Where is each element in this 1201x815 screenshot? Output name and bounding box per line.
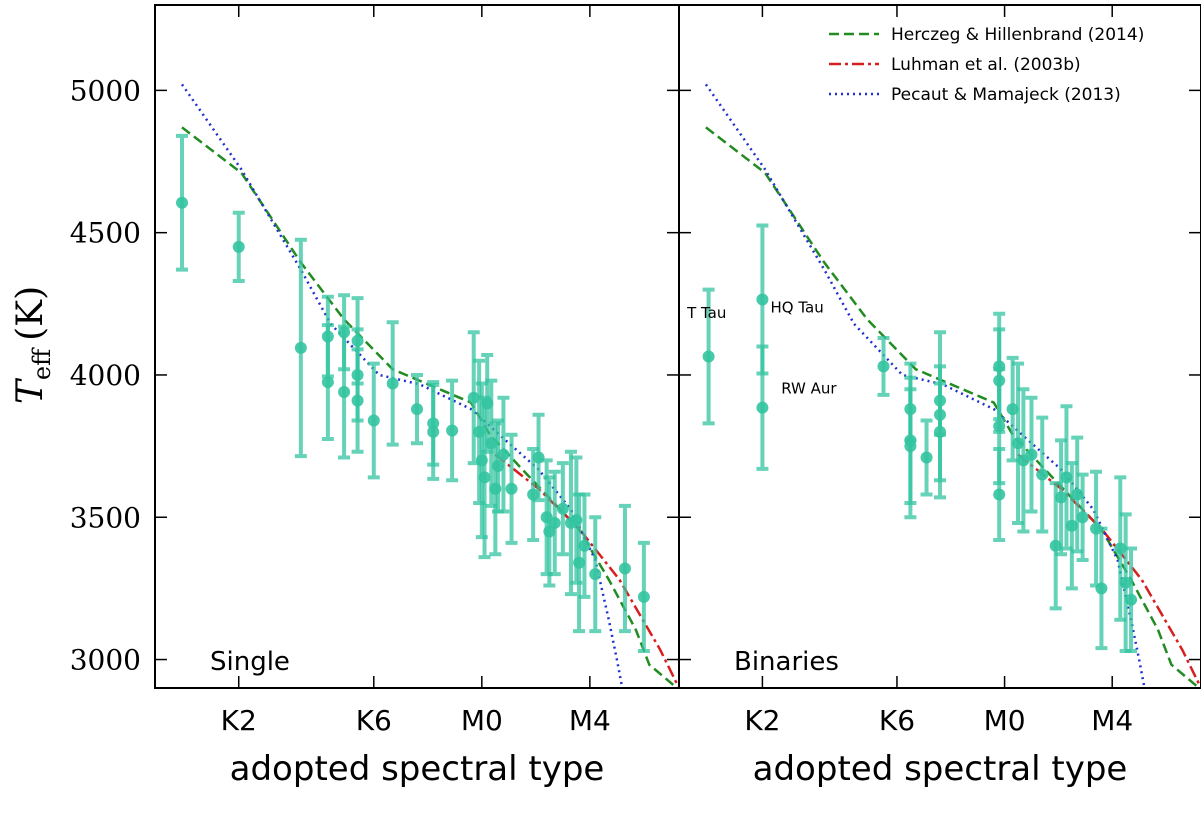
point-annotation: RW Aur bbox=[781, 379, 837, 397]
data-point bbox=[756, 293, 769, 306]
plot-area bbox=[176, 83, 679, 688]
x-tick-label: K6 bbox=[356, 704, 392, 737]
reference-curve bbox=[704, 83, 1146, 688]
data-point bbox=[1060, 471, 1073, 484]
data-point bbox=[618, 562, 631, 575]
data-point bbox=[1025, 448, 1038, 461]
legend-label: Pecaut & Mamajeck (2013) bbox=[891, 85, 1121, 105]
data-point bbox=[920, 451, 933, 464]
y-tick-label: 4500 bbox=[70, 217, 141, 250]
data-point bbox=[1114, 542, 1127, 555]
data-point bbox=[1012, 437, 1025, 450]
reference-curve bbox=[181, 126, 679, 688]
data-point bbox=[993, 420, 1006, 433]
data-point bbox=[351, 394, 364, 407]
x-tick-label: K6 bbox=[879, 704, 915, 737]
data-point bbox=[1006, 403, 1019, 416]
x-axis-label: adopted spectral type bbox=[753, 749, 1128, 789]
x-axis-label: adopted spectral type bbox=[230, 749, 605, 789]
data-point bbox=[1125, 593, 1138, 606]
point-annotation: T Tau bbox=[686, 304, 726, 322]
data-point bbox=[589, 568, 602, 581]
legend-label: Luhman et al. (2003b) bbox=[891, 55, 1081, 75]
data-point bbox=[1049, 539, 1062, 552]
reference-curve bbox=[180, 83, 624, 688]
data-point bbox=[446, 424, 459, 437]
data-point bbox=[427, 425, 440, 438]
data-point bbox=[548, 516, 561, 529]
y-tick-label: 5000 bbox=[70, 74, 141, 107]
reference-curve bbox=[705, 126, 1201, 688]
data-point bbox=[294, 341, 307, 354]
data-point bbox=[386, 377, 399, 390]
data-point bbox=[556, 502, 569, 515]
x-tick-label: K2 bbox=[221, 704, 257, 737]
axes-frame bbox=[154, 4, 680, 689]
x-tick-label: K2 bbox=[744, 704, 780, 737]
y-axis-label: Teff (K) bbox=[10, 286, 56, 404]
data-point bbox=[573, 556, 586, 569]
data-point bbox=[1055, 491, 1068, 504]
reference-curve bbox=[1017, 453, 1201, 688]
axes-frame bbox=[678, 4, 1201, 689]
data-point bbox=[1071, 488, 1084, 501]
data-point bbox=[478, 471, 491, 484]
data-point bbox=[232, 240, 245, 253]
y-tick-label: 3000 bbox=[70, 644, 141, 677]
data-point bbox=[321, 376, 334, 389]
x-tick-label: M0 bbox=[984, 704, 1026, 737]
data-point bbox=[637, 590, 650, 603]
y-tick-label: 4000 bbox=[70, 359, 141, 392]
data-point bbox=[367, 414, 380, 427]
data-point bbox=[702, 350, 715, 363]
data-point bbox=[1119, 576, 1132, 589]
data-point bbox=[1065, 519, 1078, 532]
data-point bbox=[505, 482, 518, 495]
data-point bbox=[1095, 582, 1108, 595]
data-point bbox=[338, 386, 351, 399]
data-point bbox=[176, 196, 189, 209]
data-point bbox=[1036, 468, 1049, 481]
data-point bbox=[904, 440, 917, 453]
y-label-subscript: eff bbox=[28, 347, 56, 380]
data-point bbox=[1076, 511, 1089, 524]
reference-curve bbox=[494, 453, 679, 688]
legend-label: Herczeg & Hillenbrand (2014) bbox=[891, 25, 1144, 45]
panel-label: Binaries bbox=[734, 647, 839, 677]
data-point bbox=[578, 539, 591, 552]
x-tick-label: M0 bbox=[461, 704, 503, 737]
plot-area bbox=[702, 83, 1201, 688]
data-point bbox=[934, 425, 946, 438]
panel-label: Single bbox=[210, 647, 290, 677]
data-point bbox=[756, 401, 769, 414]
data-point bbox=[411, 403, 423, 416]
y-label-unit: (K) bbox=[10, 286, 51, 341]
data-point bbox=[527, 488, 540, 501]
data-point bbox=[877, 360, 890, 373]
data-point bbox=[492, 460, 505, 473]
x-tick-label: M4 bbox=[569, 704, 611, 737]
data-point bbox=[467, 391, 480, 404]
y-tick-label: 3500 bbox=[70, 501, 141, 534]
point-annotation: HQ Tau bbox=[770, 298, 823, 316]
y-label-symbol: T bbox=[10, 377, 51, 404]
data-point bbox=[543, 525, 556, 538]
data-point bbox=[497, 448, 510, 461]
x-tick-label: M4 bbox=[1091, 704, 1133, 737]
data-point bbox=[993, 488, 1006, 501]
